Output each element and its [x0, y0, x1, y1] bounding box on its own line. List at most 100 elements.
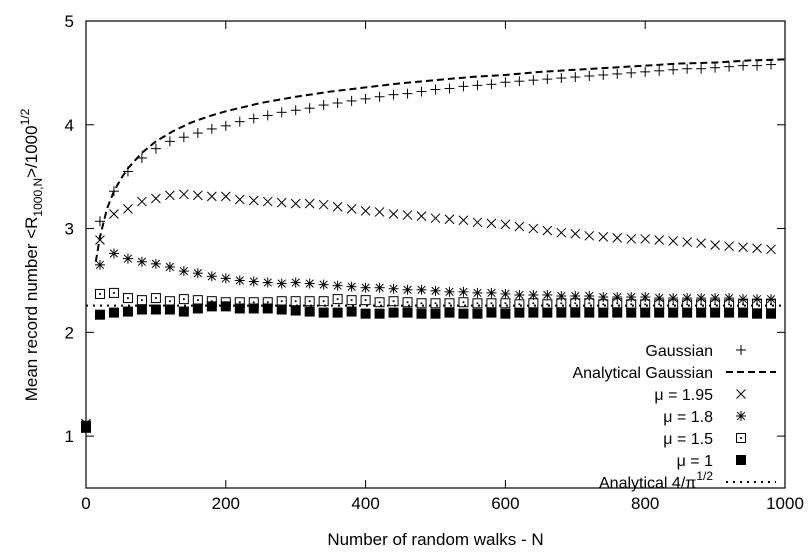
- data-point: [206, 301, 217, 312]
- data-point: [234, 194, 245, 205]
- data-point: [654, 307, 665, 318]
- data-point: [402, 210, 413, 220]
- data-point: [248, 195, 259, 206]
- data-point: [584, 230, 595, 241]
- data-point: [696, 307, 707, 318]
- data-point: [374, 297, 385, 308]
- data-point: [472, 298, 483, 309]
- data-point: [346, 203, 357, 214]
- data-point: [584, 71, 595, 82]
- data-point: [318, 296, 329, 307]
- data-point: [416, 284, 427, 295]
- data-point: [192, 128, 203, 139]
- data-point: [165, 190, 175, 201]
- data-point: [374, 91, 385, 102]
- data-point: [318, 279, 329, 290]
- data-point: [179, 189, 189, 200]
- data-point: [668, 293, 679, 304]
- data-point: [542, 289, 553, 300]
- data-point: [472, 287, 483, 298]
- data-point: [178, 294, 189, 305]
- data-point: [374, 207, 385, 217]
- data-point: [304, 103, 315, 114]
- legend-sample-marker: [736, 433, 746, 443]
- series-layer: [81, 58, 786, 433]
- x-tick-label: 800: [631, 494, 659, 513]
- data-point: [598, 69, 609, 80]
- data-point: [738, 60, 749, 71]
- data-point: [640, 307, 651, 318]
- data-point: [682, 307, 693, 318]
- data-point: [752, 294, 763, 305]
- data-point: [388, 209, 399, 219]
- data-point: [766, 59, 777, 70]
- data-point: [486, 79, 497, 90]
- data-point: [276, 197, 287, 208]
- data-point: [137, 196, 147, 207]
- data-point: [640, 292, 651, 303]
- data-point: [304, 306, 315, 317]
- data-point: [206, 271, 217, 282]
- data-point: [164, 261, 175, 272]
- data-point: [332, 97, 343, 108]
- data-point: [192, 268, 203, 279]
- data-point: [248, 303, 259, 314]
- data-point: [108, 307, 119, 318]
- data-point: [584, 307, 595, 318]
- data-point: [528, 307, 539, 318]
- plot-frame: [85, 20, 786, 489]
- data-point: [766, 244, 776, 255]
- y-tick-label: 4: [65, 116, 74, 135]
- data-point: [724, 61, 735, 72]
- data-point: [640, 66, 651, 77]
- data-point: [444, 307, 455, 318]
- data-point: [668, 64, 679, 75]
- data-point: [696, 238, 706, 248]
- data-point: [598, 307, 609, 318]
- data-point: [151, 193, 161, 204]
- data-point: [682, 237, 692, 247]
- data-point: [668, 236, 679, 246]
- data-point: [94, 309, 105, 320]
- y-axis-label: Mean record number <R1000,N>/10001/2: [18, 108, 45, 401]
- data-point: [290, 305, 301, 316]
- data-point: [178, 306, 189, 317]
- data-point: [416, 298, 427, 309]
- data-point: [752, 60, 763, 71]
- data-point: [486, 307, 497, 318]
- data-point: [276, 278, 287, 289]
- data-point: [570, 72, 581, 83]
- data-point: [570, 228, 581, 239]
- data-point: [402, 307, 413, 318]
- series-3: [81, 248, 777, 430]
- x-tick-label: 400: [351, 494, 379, 513]
- data-point: [430, 84, 441, 95]
- x-tick-label: 0: [81, 494, 90, 513]
- x-axis-label: Number of random walks - N: [327, 530, 543, 549]
- data-point: [738, 307, 749, 318]
- data-point: [654, 235, 665, 245]
- data-point: [206, 191, 217, 202]
- data-point: [626, 292, 637, 303]
- data-point: [654, 293, 665, 304]
- y-tick-label: 2: [65, 323, 74, 342]
- data-point: [500, 288, 511, 299]
- data-point: [360, 308, 371, 319]
- data-point: [444, 214, 455, 225]
- data-point: [528, 298, 539, 309]
- data-point: [486, 298, 497, 309]
- data-point: [360, 295, 371, 306]
- data-point: [444, 286, 455, 297]
- data-point: [374, 308, 385, 319]
- legend-label: Analytical Gaussian: [572, 365, 713, 382]
- data-point: [122, 253, 133, 264]
- data-point: [724, 241, 734, 252]
- data-point: [626, 234, 637, 244]
- data-point: [556, 291, 567, 302]
- data-point: [164, 136, 175, 147]
- data-point: [458, 286, 469, 297]
- data-point: [150, 293, 161, 304]
- data-point: [640, 234, 651, 244]
- series-0: [81, 59, 777, 428]
- data-point: [192, 303, 203, 314]
